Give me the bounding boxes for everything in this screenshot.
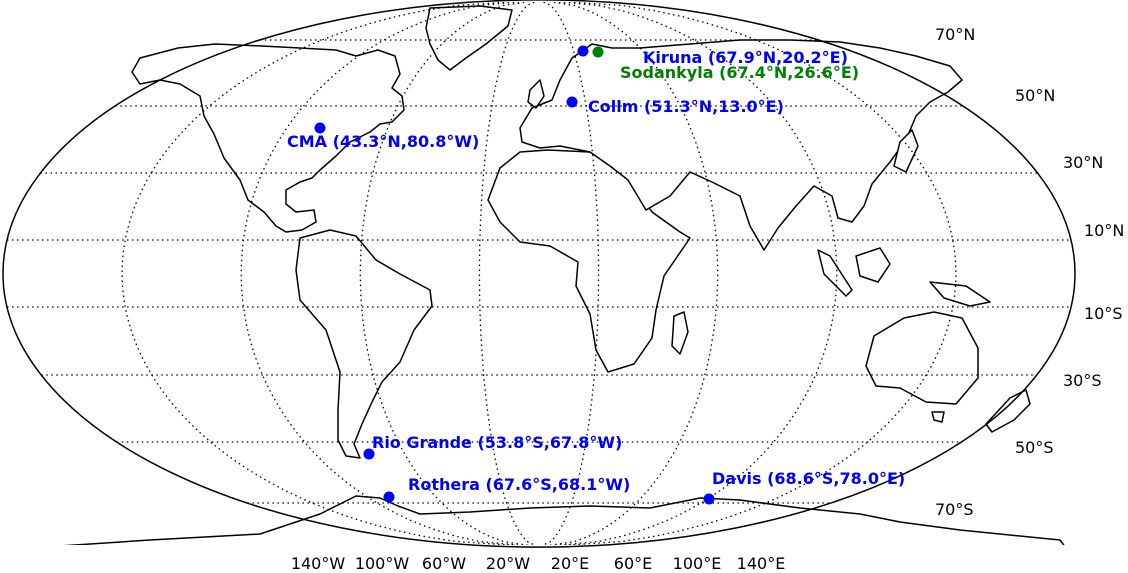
british-isles <box>527 79 545 109</box>
antarctica <box>63 495 1065 545</box>
station-marker-kiruna <box>577 45 589 57</box>
lat-label-30s: 30°S <box>1063 371 1102 390</box>
greenland <box>425 5 513 71</box>
station-label-rothera: Rothera (67.6°S,68.1°W) <box>408 475 630 494</box>
lon-label-100w: 100°W <box>355 554 410 573</box>
new-guinea <box>929 281 991 307</box>
station-marker-rio-grande <box>363 448 375 460</box>
map-body <box>7 2 1071 545</box>
station-marker-sodankyla <box>592 46 604 58</box>
lon-label-140w: 140°W <box>291 554 346 573</box>
stations: Kiruna (67.9°N,20.2°E) Sodankyla (67.4°N… <box>287 45 905 505</box>
south-america <box>295 229 433 459</box>
station-label-collm: Collm (51.3°N,13.0°E) <box>588 97 784 116</box>
latitude-labels: 70°N 50°N 30°N 10°N 10°S 30°S 50°S 70°S <box>935 25 1124 519</box>
lat-label-10s: 10°S <box>1084 304 1123 323</box>
map-frame <box>2 0 1076 548</box>
borneo <box>855 247 891 283</box>
meridian-line <box>541 2 600 545</box>
longitude-labels: 140°W 100°W 60°W 20°W 20°E 60°E 100°E 14… <box>291 554 786 573</box>
station-label-rio-grande: Rio Grande (53.8°S,67.8°W) <box>372 433 622 452</box>
station-label-davis: Davis (68.6°S,78.0°E) <box>712 469 905 488</box>
station-marker-collm <box>566 96 578 108</box>
lat-label-10n: 10°N <box>1084 221 1124 240</box>
station-label-cma: CMA (43.3°N,80.8°W) <box>287 132 479 151</box>
meridian-line <box>478 2 537 545</box>
lon-label-60e: 60°E <box>614 554 652 573</box>
lat-label-50n: 50°N <box>1015 86 1055 105</box>
lon-label-20e: 20°E <box>551 554 589 573</box>
lat-label-50s: 50°S <box>1015 438 1054 457</box>
lat-label-70n: 70°N <box>935 25 975 44</box>
station-label-kiruna: Kiruna (67.9°N,20.2°E) <box>643 48 848 67</box>
new-zealand <box>985 389 1031 433</box>
station-marker-rothera <box>383 491 395 503</box>
lat-label-70s: 70°S <box>935 500 974 519</box>
station-label-sodankyla: Sodankyla (67.4°N,26.6°E) <box>620 63 859 82</box>
lon-label-100e: 100°E <box>673 554 722 573</box>
meridian-line <box>553 2 838 545</box>
tasmania <box>931 411 945 423</box>
graticule <box>7 2 1071 545</box>
madagascar <box>671 311 689 355</box>
meridian-line <box>240 2 525 545</box>
sumatra <box>817 249 853 297</box>
station-marker-cma <box>314 122 326 134</box>
australia <box>865 311 979 405</box>
lon-label-140e: 140°E <box>737 554 786 573</box>
lat-label-30n: 30°N <box>1063 153 1103 172</box>
north-america <box>131 43 405 233</box>
lon-label-20w: 20°W <box>486 554 530 573</box>
japan <box>893 129 919 173</box>
lon-label-60w: 60°W <box>422 554 466 573</box>
station-marker-davis <box>703 493 715 505</box>
